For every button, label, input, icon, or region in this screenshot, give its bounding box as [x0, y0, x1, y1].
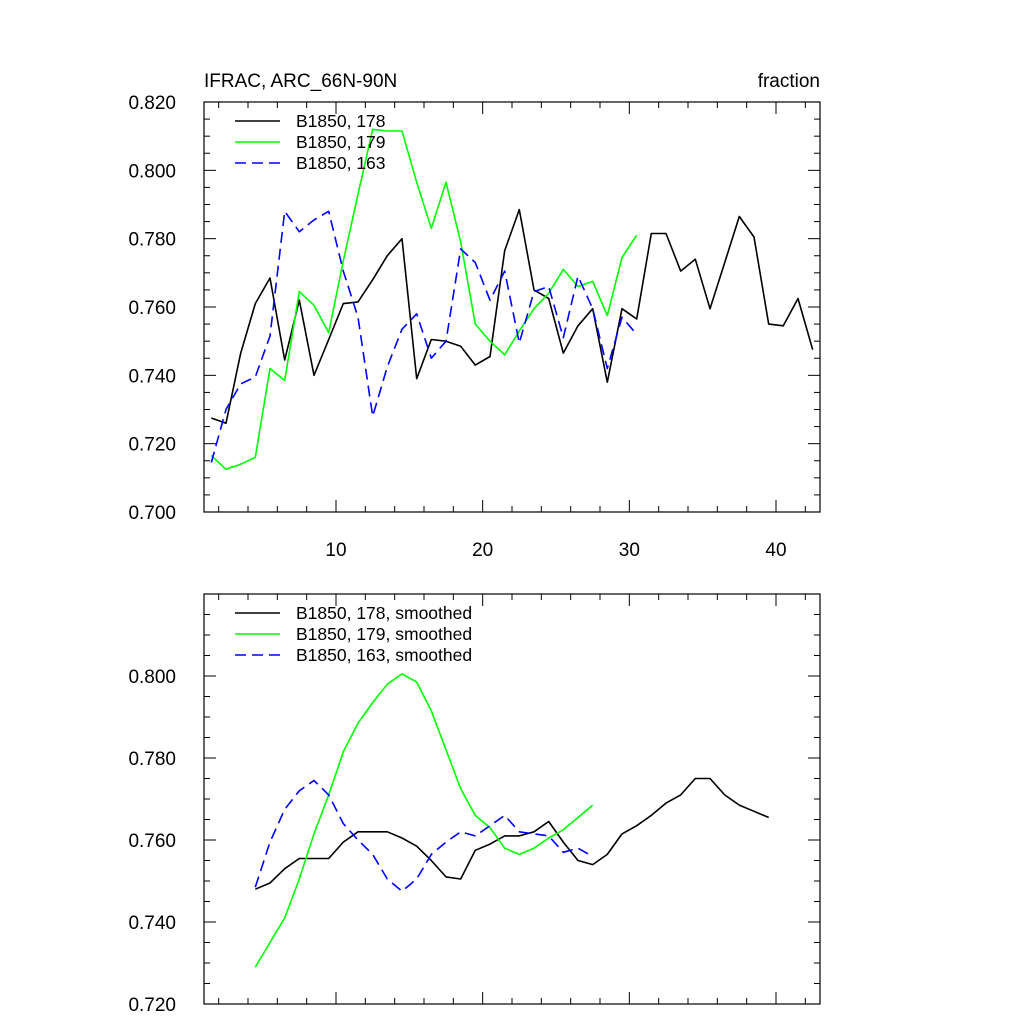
x-tick-label: 30 — [619, 540, 640, 561]
x-tick-label: 20 — [472, 540, 493, 561]
y-tick-label: 0.780 — [128, 230, 176, 251]
y-tick-label: 0.740 — [128, 366, 176, 387]
y-tick-label: 0.780 — [128, 749, 176, 770]
bottom-panel: 0.720 0.740 0.760 0.780 0.800 B1850, 178, sm… — [128, 593, 821, 1016]
chart-title: IFRAC, ARC_66N-90N — [204, 71, 397, 92]
top-legend: B1850, 178 B1850, 179 B1850, 163 — [235, 111, 386, 173]
legend-label-178-smoothed: B1850, 178, smoothed — [296, 603, 472, 623]
y-tick-label: 0.720 — [128, 995, 176, 1016]
top-axes-layer: 10 20 30 40 0.700 0.720 0.740 0.760 0.780 0.800 0.… — [128, 93, 821, 561]
y-tick-label: 0.740 — [128, 913, 176, 934]
legend-label-179: B1850, 179 — [296, 132, 386, 152]
y-tick-label: 0.700 — [128, 503, 176, 524]
top-panel: IFRAC, ARC_66N-90N fraction 10 20 30 40 0.70… — [128, 71, 821, 561]
bottom-axes-layer: 0.720 0.740 0.760 0.780 0.800 — [128, 593, 821, 1016]
top-series-layer — [210, 128, 814, 471]
series-line-b1850-179 — [210, 128, 638, 471]
x-tick-label: 10 — [325, 540, 346, 561]
series-line-b1850-179-smoothed — [254, 673, 594, 968]
x-tick-label: 40 — [765, 540, 786, 561]
bottom-series-layer — [254, 673, 770, 968]
y-tick-label: 0.800 — [128, 161, 176, 182]
y-tick-label: 0.760 — [128, 298, 176, 319]
bottom-legend: B1850, 178, smoothed B1850, 179, smoothe… — [235, 603, 472, 665]
legend-label-163-smoothed: B1850, 163, smoothed — [296, 645, 472, 665]
y-tick-label: 0.800 — [128, 667, 176, 688]
series-line-b1850-163-smoothed — [254, 779, 594, 893]
series-line-b1850-163 — [210, 210, 638, 463]
y-tick-label: 0.820 — [128, 93, 176, 114]
legend-label-178: B1850, 178 — [296, 111, 386, 131]
series-line-b1850-178-smoothed — [254, 777, 770, 890]
legend-label-179-smoothed: B1850, 179, smoothed — [296, 624, 472, 644]
chart-units-label: fraction — [758, 71, 820, 92]
y-tick-label: 0.760 — [128, 831, 176, 852]
legend-label-163: B1850, 163 — [296, 153, 386, 173]
y-tick-label: 0.720 — [128, 435, 176, 456]
series-line-b1850-178 — [211, 208, 814, 425]
